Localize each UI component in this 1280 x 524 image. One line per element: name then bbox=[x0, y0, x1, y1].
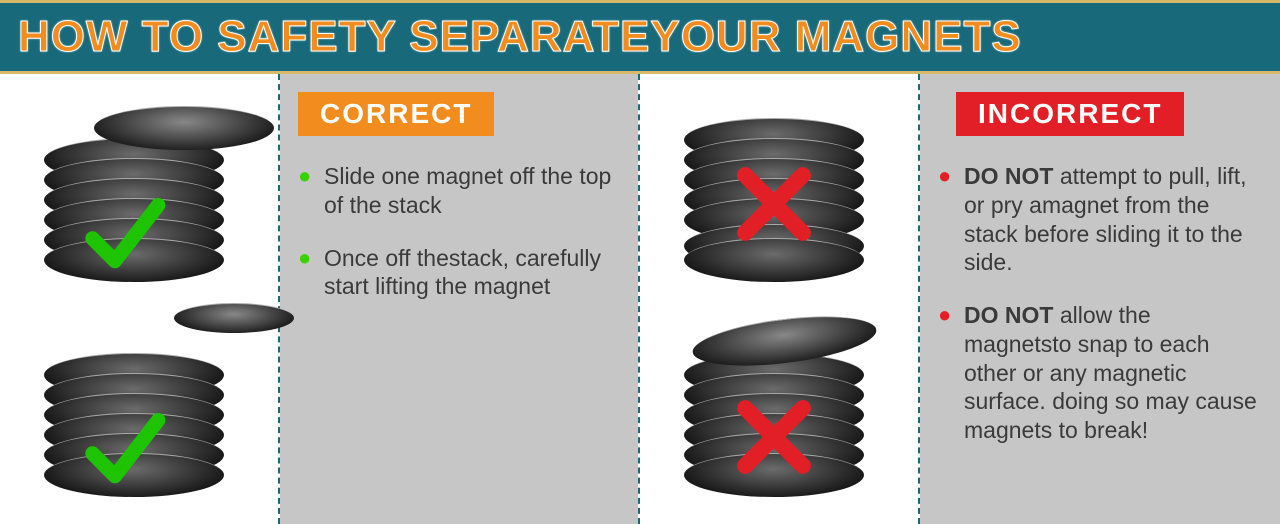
page-title: HOW TO SAFETY SEPARATEYOUR MAGNETS bbox=[18, 12, 1022, 62]
magnet-stack-slide-side bbox=[24, 307, 254, 507]
correct-bullet-1: Slide one magnet off the top of the stac… bbox=[298, 162, 620, 220]
content-area: CORRECT Slide one magnet off the top of … bbox=[0, 74, 1280, 524]
incorrect-label: INCORRECT bbox=[956, 92, 1184, 136]
correct-images-column bbox=[0, 74, 280, 524]
title-bar: HOW TO SAFETY SEPARATEYOUR MAGNETS bbox=[0, 0, 1280, 74]
incorrect-bullet-2: DO NOT allow the magnetsto snap to each … bbox=[938, 301, 1262, 445]
incorrect-images-column bbox=[640, 74, 920, 524]
incorrect-bullet-1: DO NOT attempt to pull, lift, or pry ama… bbox=[938, 162, 1262, 277]
incorrect-text-column: INCORRECT DO NOT attempt to pull, lift, … bbox=[920, 74, 1280, 524]
correct-panel: CORRECT Slide one magnet off the top of … bbox=[0, 74, 640, 524]
bold-1: DO NOT bbox=[964, 163, 1053, 189]
correct-text-column: CORRECT Slide one magnet off the top of … bbox=[280, 74, 638, 524]
magnet-stack-pull-up bbox=[664, 92, 894, 292]
magnet-stack-slide-top bbox=[24, 92, 254, 292]
correct-label: CORRECT bbox=[298, 92, 494, 136]
incorrect-bullets: DO NOT attempt to pull, lift, or pry ama… bbox=[938, 162, 1262, 445]
correct-bullets: Slide one magnet off the top of the stac… bbox=[298, 162, 620, 301]
magnet-stack-tilt bbox=[664, 307, 894, 507]
incorrect-panel: INCORRECT DO NOT attempt to pull, lift, … bbox=[640, 74, 1280, 524]
correct-bullet-2: Once off thestack, carefully start lifti… bbox=[298, 244, 620, 302]
bold-2: DO NOT bbox=[964, 302, 1053, 328]
